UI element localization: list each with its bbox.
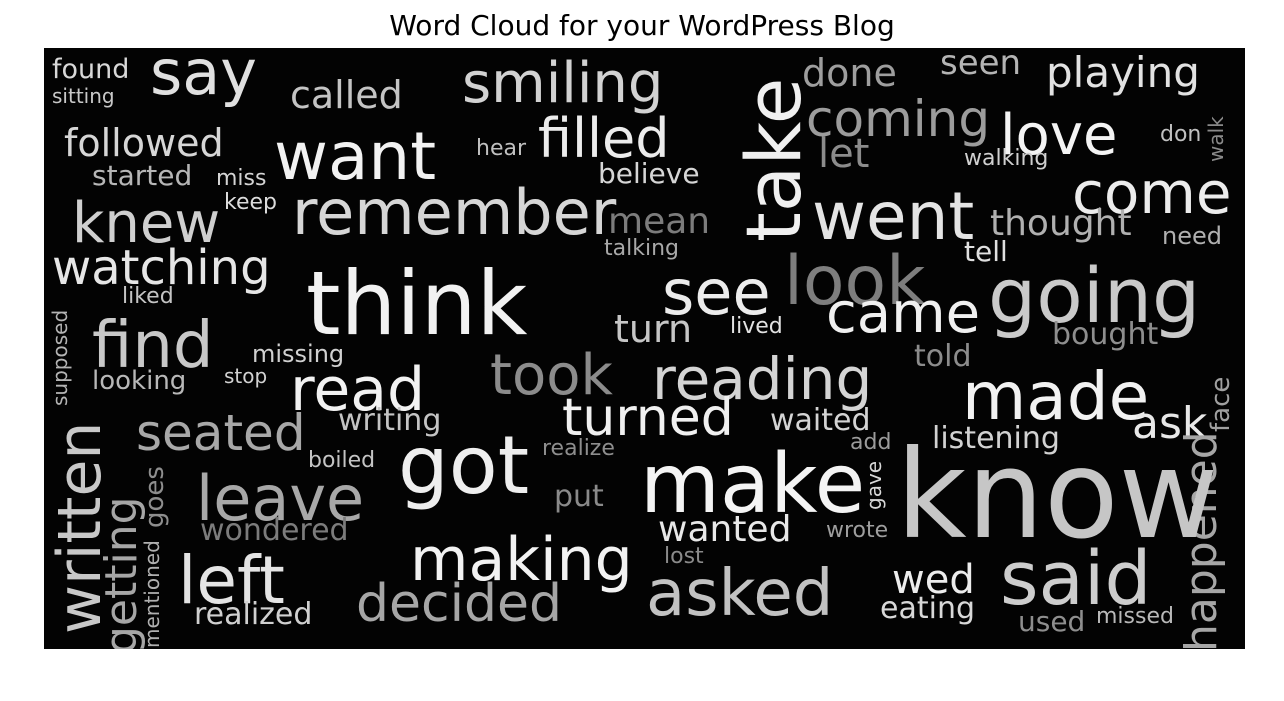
word-need: need xyxy=(1162,222,1222,250)
word-say: say xyxy=(150,48,257,109)
word-supposed: supposed xyxy=(48,309,72,406)
word-knew: knew xyxy=(72,191,221,256)
word-turn: turn xyxy=(614,307,693,351)
word-see: see xyxy=(662,256,771,329)
word-believe: believe xyxy=(598,157,700,190)
word-miss: miss xyxy=(216,166,267,191)
word-started: started xyxy=(92,159,193,192)
word-keep: keep xyxy=(224,190,277,215)
word-bought: bought xyxy=(1052,317,1159,352)
word-look: look xyxy=(784,242,926,321)
word-lost: lost xyxy=(664,544,704,569)
word-eating: eating xyxy=(880,591,975,626)
word-put: put xyxy=(554,479,604,514)
word-left: left xyxy=(178,542,285,619)
word-said: said xyxy=(1000,536,1152,622)
word-love: love xyxy=(1000,103,1118,168)
word-reading: reading xyxy=(652,345,873,413)
word-add: add xyxy=(850,430,892,455)
word-writing: writing xyxy=(338,403,442,438)
word-don: don xyxy=(1160,122,1202,147)
word-made: made xyxy=(962,358,1150,435)
word-came: came xyxy=(826,281,981,346)
word-told: told xyxy=(914,339,972,374)
word-cloud: found sitting say called smiling take do… xyxy=(44,48,1245,649)
word-tell: tell xyxy=(964,235,1008,268)
word-looking: looking xyxy=(92,366,187,396)
word-sitting: sitting xyxy=(52,84,115,108)
word-decided: decided xyxy=(356,574,563,634)
word-seated: seated xyxy=(136,404,306,462)
word-waited: waited xyxy=(770,403,871,438)
word-walking: walking xyxy=(964,146,1049,171)
word-gave: gave xyxy=(862,460,886,510)
word-went: went xyxy=(812,178,975,255)
word-found: found xyxy=(52,54,130,85)
word-mentioned: mentioned xyxy=(140,540,164,648)
word-hear: hear xyxy=(476,136,527,161)
word-think: think xyxy=(306,252,528,355)
word-wanted: wanted xyxy=(658,509,792,550)
word-missed: missed xyxy=(1096,604,1174,629)
word-take: take xyxy=(729,77,818,242)
word-realized: realized xyxy=(194,597,313,632)
word-read: read xyxy=(290,355,426,425)
word-leave: leave xyxy=(196,462,365,535)
word-got: got xyxy=(398,419,530,512)
chart-title: Word Cloud for your WordPress Blog xyxy=(389,9,895,42)
word-wondered: wondered xyxy=(200,513,349,548)
word-filled: filled xyxy=(538,107,670,170)
word-turned: turned xyxy=(562,388,734,448)
word-boiled: boiled xyxy=(308,448,376,473)
word-going: going xyxy=(988,251,1201,340)
word-making: making xyxy=(410,525,633,595)
word-called: called xyxy=(290,73,403,117)
word-stop: stop xyxy=(224,364,268,388)
word-used: used xyxy=(1018,605,1086,638)
word-asked: asked xyxy=(646,557,834,631)
word-let: let xyxy=(818,131,870,177)
word-done: done xyxy=(802,51,897,95)
word-remember: remember xyxy=(292,176,617,249)
word-getting: getting xyxy=(96,496,147,649)
word-walk: walk xyxy=(1204,116,1228,162)
word-realize: realize xyxy=(542,436,615,461)
word-lived: lived xyxy=(730,314,783,339)
word-liked: liked xyxy=(122,284,174,309)
word-coming: coming xyxy=(806,90,991,148)
word-took: took xyxy=(490,343,613,408)
word-smiling: smiling xyxy=(462,51,664,116)
word-seen: seen xyxy=(940,48,1022,83)
word-goes: goes xyxy=(140,466,170,528)
word-come: come xyxy=(1072,159,1232,227)
word-wed: wed xyxy=(892,557,975,603)
word-mean: mean xyxy=(608,201,711,242)
word-talking: talking xyxy=(604,236,679,261)
word-thought: thought xyxy=(990,203,1132,244)
word-missing: missing xyxy=(252,340,345,368)
word-listening: listening xyxy=(932,421,1060,456)
word-make: make xyxy=(640,437,866,532)
word-followed: followed xyxy=(64,121,224,165)
word-know: know xyxy=(896,424,1219,566)
word-want: want xyxy=(274,118,437,195)
word-find: find xyxy=(92,309,214,383)
word-ask: ask xyxy=(1132,398,1208,449)
word-watching: watching xyxy=(52,240,271,296)
word-playing: playing xyxy=(1046,48,1200,97)
word-wrote: wrote xyxy=(826,518,889,543)
